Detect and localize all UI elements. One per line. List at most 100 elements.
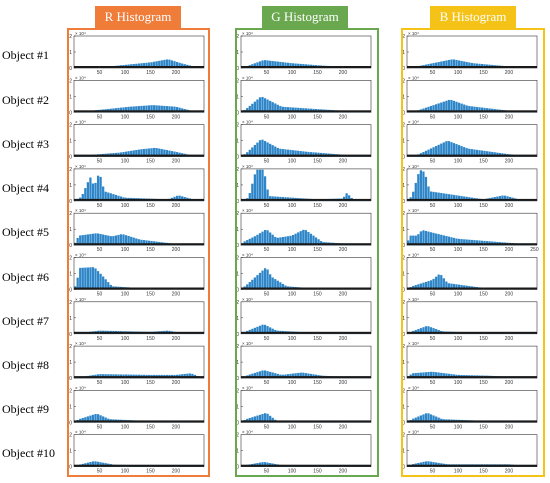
y-tick-label: 0 [69,332,72,338]
x-tick-label: 150 [146,380,155,386]
histogram-bar [178,62,181,68]
histogram-bar [89,177,92,201]
y-tick-label: 2 [69,123,72,129]
histogram-bar [435,276,438,290]
histogram-bar [463,239,466,246]
x-tick-label: 50 [264,203,270,209]
x-tick-label: 200 [172,203,181,209]
histogram-bar [409,235,412,246]
histogram-bar [417,234,420,246]
axis-baseline [407,154,537,157]
axis-baseline [241,376,371,379]
histogram-bar [457,195,461,201]
histogram-bar [302,229,305,246]
histogram-bar [132,237,135,246]
y-tick-label: 2 [69,34,72,40]
histogram-bar [429,63,433,68]
histogram-bar [150,240,153,246]
histogram-bar [309,152,313,157]
histogram-bar [437,192,440,201]
histogram-bar [269,327,272,334]
histogram-bar [419,328,422,334]
y-tick-label: 2 [236,167,239,173]
histogram-bar [468,106,471,113]
histogram-bar [429,461,433,467]
row-label-object-4: Object #4 [2,181,49,195]
x-tick-label: 150 [479,70,488,76]
x-tick-label: 50 [97,203,103,209]
histogram-bar [274,196,277,201]
x-tick-label: 100 [288,424,297,430]
exponent-label: × 10⁴ [242,430,253,435]
y-tick-label: 0 [402,332,405,338]
histogram-bar [256,415,259,423]
histogram-bar [251,237,254,246]
y-tick-label: 2 [402,300,405,306]
y-tick-label: 1 [69,316,72,322]
histogram-bar [503,195,507,201]
histogram-bar [422,152,425,157]
y-tick-label: 2 [69,344,72,350]
x-tick-label: 50 [264,292,270,298]
x-tick-label: 150 [146,159,155,165]
histogram-bar [422,282,425,290]
y-tick-label: 1 [236,404,239,410]
histogram-bar [419,415,422,423]
x-tick-label: 100 [121,247,130,253]
histogram-bar [279,196,282,201]
y-tick-label: 2 [69,78,72,84]
histogram-bar [178,195,181,201]
exponent-label: × 10⁴ [242,208,253,213]
histogram-bar [266,142,269,157]
histogram-bar [248,282,251,290]
y-tick-label: 0 [402,420,405,426]
g-histogram-header: G Histogram [262,6,348,28]
histogram-bar [429,105,433,113]
r-histogram-header: R Histogram [95,6,181,28]
histogram-bar [307,231,310,246]
histogram-bar [109,284,112,290]
histogram-bar [463,104,466,113]
histogram-bar [407,240,410,246]
histogram-bar [442,61,445,68]
histogram-bar [342,196,346,201]
histogram-bar [302,372,305,379]
y-tick-label: 1 [236,183,239,189]
histogram-bar [122,107,125,113]
histogram-bar [173,61,176,68]
b-histogram-header: B Histogram [430,6,516,28]
histogram-bar [281,62,285,68]
axis-baseline [241,420,371,423]
histogram-bar [135,106,138,113]
histogram-bar [417,372,420,379]
histogram-bar [170,106,174,113]
histogram-bar [168,106,171,113]
histogram-bar [478,240,481,246]
exponent-label: × 10⁴ [75,253,86,258]
histogram-bar [442,278,445,290]
histogram-bar [289,149,292,157]
histogram-bar [251,279,254,290]
histogram-bar [256,326,259,334]
histogram-bar [117,234,120,246]
histogram-bar [417,329,420,334]
histogram-bar [261,414,264,423]
histogram-bar [419,372,422,379]
histogram-bar [147,62,151,68]
histogram-bar [432,105,435,113]
histogram-bar [135,63,138,68]
histogram-bar [266,60,269,68]
histogram-bar [253,174,256,201]
histogram-bar [81,193,84,201]
histogram-bar [263,324,267,334]
histogram-bar [150,105,153,113]
histogram-bar [86,182,89,201]
histogram-bar [506,196,509,201]
x-tick-label: 100 [454,336,463,342]
y-tick-label: 1 [402,139,405,145]
x-tick-label: 200 [172,292,181,298]
y-tick-label: 1 [236,139,239,145]
histogram-bar [191,373,194,379]
histogram-bar [81,235,84,246]
histogram-bar [291,63,295,68]
